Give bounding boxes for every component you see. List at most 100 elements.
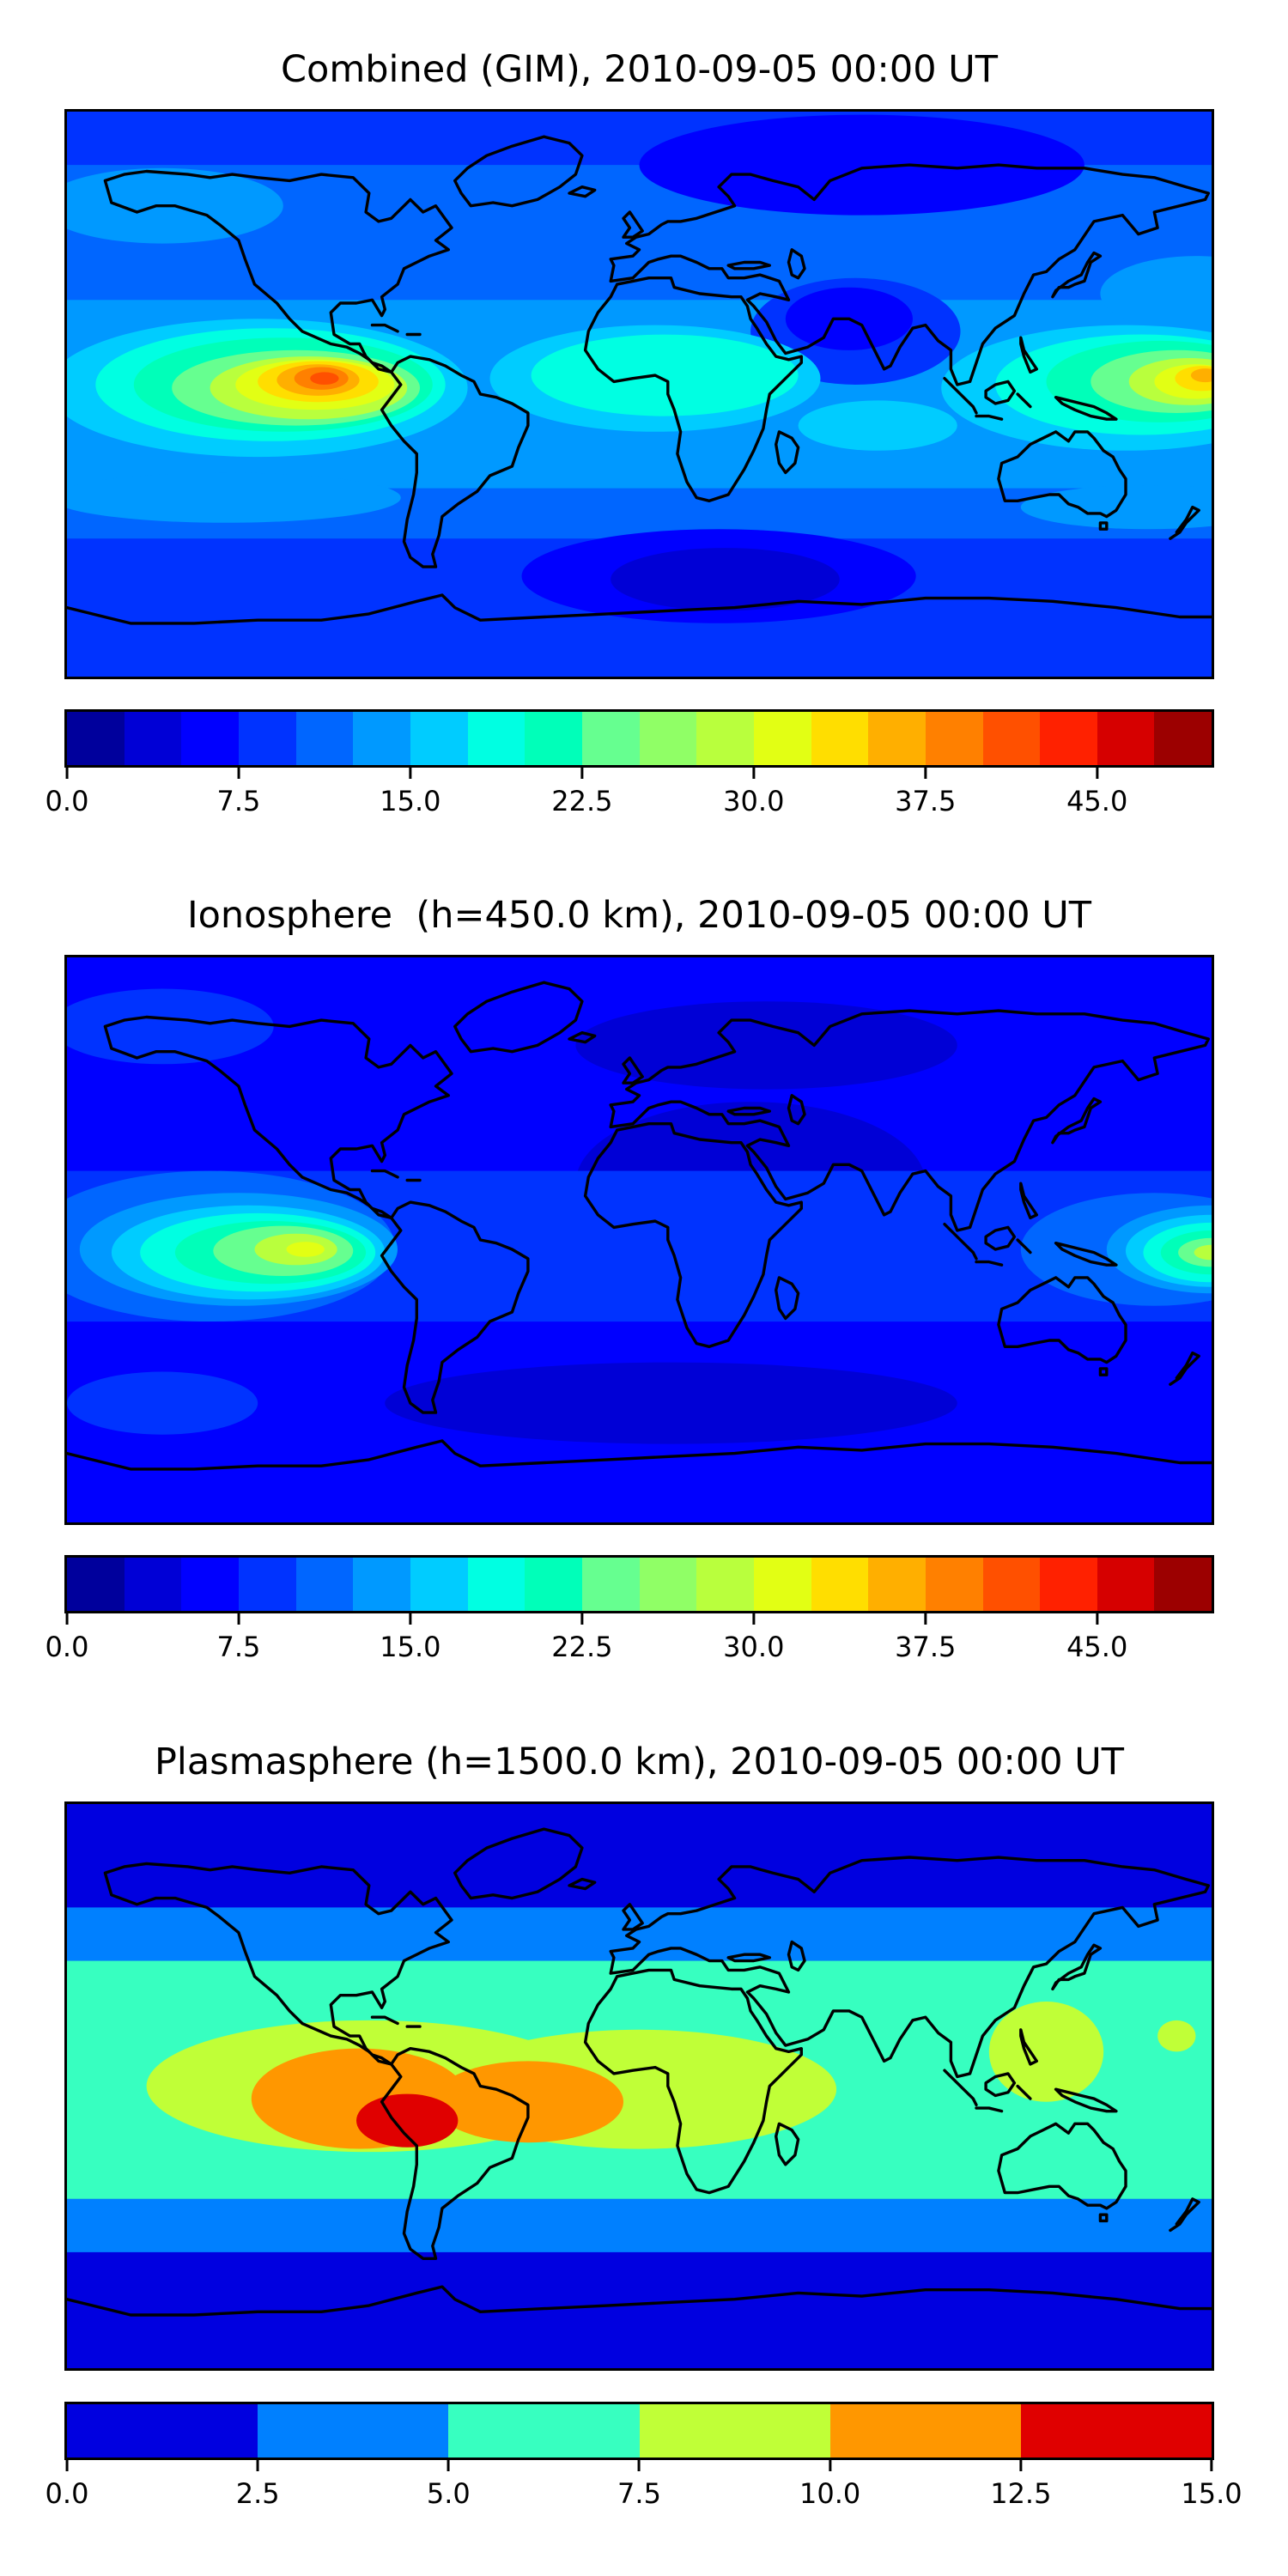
contour-region bbox=[67, 1371, 258, 1435]
coastline-path bbox=[1016, 1238, 1032, 1255]
colorbar-tick-label: 37.5 bbox=[895, 785, 957, 817]
colorbar-tick-mark bbox=[752, 768, 756, 779]
coastline-path bbox=[568, 1877, 597, 1891]
coastline-path bbox=[380, 355, 530, 568]
colorbar-segment bbox=[581, 1558, 640, 1611]
coastline-path bbox=[103, 1862, 453, 2066]
coastline-path bbox=[787, 248, 806, 280]
coastline-path bbox=[622, 1056, 644, 1084]
colorbar-segment bbox=[181, 1558, 239, 1611]
coastline-path bbox=[787, 1094, 806, 1126]
colorbar-segment bbox=[1154, 712, 1212, 765]
coastline-path bbox=[775, 430, 800, 475]
contour-region bbox=[1100, 256, 1212, 331]
coastline-path bbox=[775, 1276, 800, 1321]
colorbar-tick-label: 15.0 bbox=[1181, 2477, 1242, 2510]
colorbar-tick-mark bbox=[65, 1613, 69, 1625]
colorbar-tick-mark bbox=[1096, 1613, 1099, 1625]
contour-region bbox=[286, 1242, 325, 1257]
colorbar-tick-mark bbox=[1096, 768, 1099, 779]
coastline-path bbox=[370, 1169, 399, 1179]
contour-region bbox=[988, 2001, 1104, 2102]
colorbar-segment bbox=[982, 1558, 1041, 1611]
contour-region bbox=[531, 334, 799, 416]
colorbar-tick-label: 12.5 bbox=[990, 2477, 1052, 2510]
coastline-path bbox=[103, 169, 453, 374]
colorbar-segment bbox=[67, 712, 125, 765]
colorbar-tick-mark bbox=[637, 2460, 641, 2471]
colorbar-tick-mark bbox=[1210, 2460, 1213, 2471]
colorbar-tick-mark bbox=[580, 1613, 584, 1625]
colorbar-tick-mark bbox=[580, 768, 584, 779]
colorbar-tick: 37.5 bbox=[895, 1613, 956, 1663]
contour-region bbox=[385, 1362, 957, 1444]
colorbar-tick: 30.0 bbox=[723, 768, 784, 817]
map-title-plasmasphere: Plasmasphere (h=1500.0 km), 2010-09-05 0… bbox=[154, 1741, 1125, 1783]
contour-region bbox=[1190, 368, 1212, 383]
colorbar-segment bbox=[581, 712, 640, 765]
colorbar-tick: 15.0 bbox=[380, 768, 441, 817]
coastline-path bbox=[583, 1968, 803, 2195]
colorbar-tick-label: 30.0 bbox=[723, 1631, 785, 1663]
contour-region bbox=[639, 114, 1084, 216]
colorbar-segment bbox=[829, 2404, 1021, 2458]
colorbar-ticks-ionosphere: 0.0 7.5 15.0 22.5 30.0 37.5 45.0 bbox=[46, 1613, 1212, 1691]
coastline-path bbox=[370, 2015, 399, 2026]
contour-region bbox=[798, 400, 957, 451]
colorbar-segment bbox=[410, 712, 468, 765]
colorbar-segment bbox=[448, 2404, 640, 2458]
coastline-path bbox=[568, 1031, 597, 1044]
coastline-path bbox=[1016, 392, 1032, 409]
contour-region bbox=[356, 2093, 459, 2148]
colorbar-segment bbox=[124, 1558, 182, 1611]
colorbar-tick-mark bbox=[924, 768, 927, 779]
coastline-path bbox=[67, 593, 1212, 625]
colorbar-segment bbox=[238, 1558, 296, 1611]
colorbar-segment bbox=[696, 1558, 754, 1611]
colorbar-ticks-combined: 0.0 7.5 15.0 22.5 30.0 37.5 45.0 bbox=[46, 768, 1212, 845]
colorbar-tick-label: 15.0 bbox=[380, 785, 441, 817]
coastline-path bbox=[787, 1940, 806, 1972]
coastline-path bbox=[726, 1106, 771, 1116]
coastline-path bbox=[67, 1439, 1212, 1471]
contour-region bbox=[1194, 1244, 1212, 1261]
colorbar-tick-mark bbox=[829, 2460, 832, 2471]
colorbar-tick: 0.0 bbox=[46, 2460, 88, 2510]
coastline-path bbox=[583, 1122, 803, 1348]
coastline-path bbox=[975, 2106, 1004, 2113]
map-title-ionosphere: Ionosphere (h=450.0 km), 2010-09-05 00:0… bbox=[186, 894, 1092, 937]
coastline-path bbox=[997, 2122, 1127, 2210]
colorbar-tick-label: 45.0 bbox=[1066, 785, 1128, 817]
colorbar-segment bbox=[525, 1558, 582, 1611]
colorbar-segment bbox=[238, 712, 296, 765]
colorbar-tick-label: 15.0 bbox=[380, 1631, 441, 1663]
colorbar-tick-label: 37.5 bbox=[895, 1631, 957, 1663]
colorbar-tick-mark bbox=[237, 768, 240, 779]
colorbar-tick-mark bbox=[1019, 2460, 1023, 2471]
colorbar-segment bbox=[1097, 1558, 1155, 1611]
coastline-path bbox=[1098, 2213, 1109, 2223]
colorbar-tick-label: 7.5 bbox=[216, 785, 261, 817]
coastline-path bbox=[975, 414, 1004, 421]
colorbar-segment bbox=[67, 2404, 258, 2458]
colorbar-tick-label: 10.0 bbox=[799, 2477, 861, 2510]
coastline-path bbox=[997, 430, 1127, 519]
coastline-path bbox=[943, 2069, 978, 2107]
colorbar-segment bbox=[67, 1558, 125, 1611]
colorbar-tick: 45.0 bbox=[1066, 768, 1127, 817]
colorbar-tick: 7.5 bbox=[216, 768, 260, 817]
colorbar-segment bbox=[982, 712, 1041, 765]
map-canvas-ionosphere bbox=[64, 955, 1214, 1525]
colorbar-segment bbox=[1040, 712, 1097, 765]
colorbar-tick-mark bbox=[237, 1613, 240, 1625]
colorbar-segment bbox=[868, 712, 926, 765]
colorbar-tick: 5.0 bbox=[427, 2460, 471, 2510]
coastline-path bbox=[370, 323, 399, 333]
coastline-path bbox=[1019, 1182, 1038, 1220]
colorbar-segment bbox=[467, 1558, 526, 1611]
contour-region bbox=[1020, 485, 1212, 530]
colorbar-segment bbox=[868, 1558, 926, 1611]
coastline-path bbox=[1019, 2028, 1038, 2066]
colorbar-segment bbox=[639, 1558, 697, 1611]
